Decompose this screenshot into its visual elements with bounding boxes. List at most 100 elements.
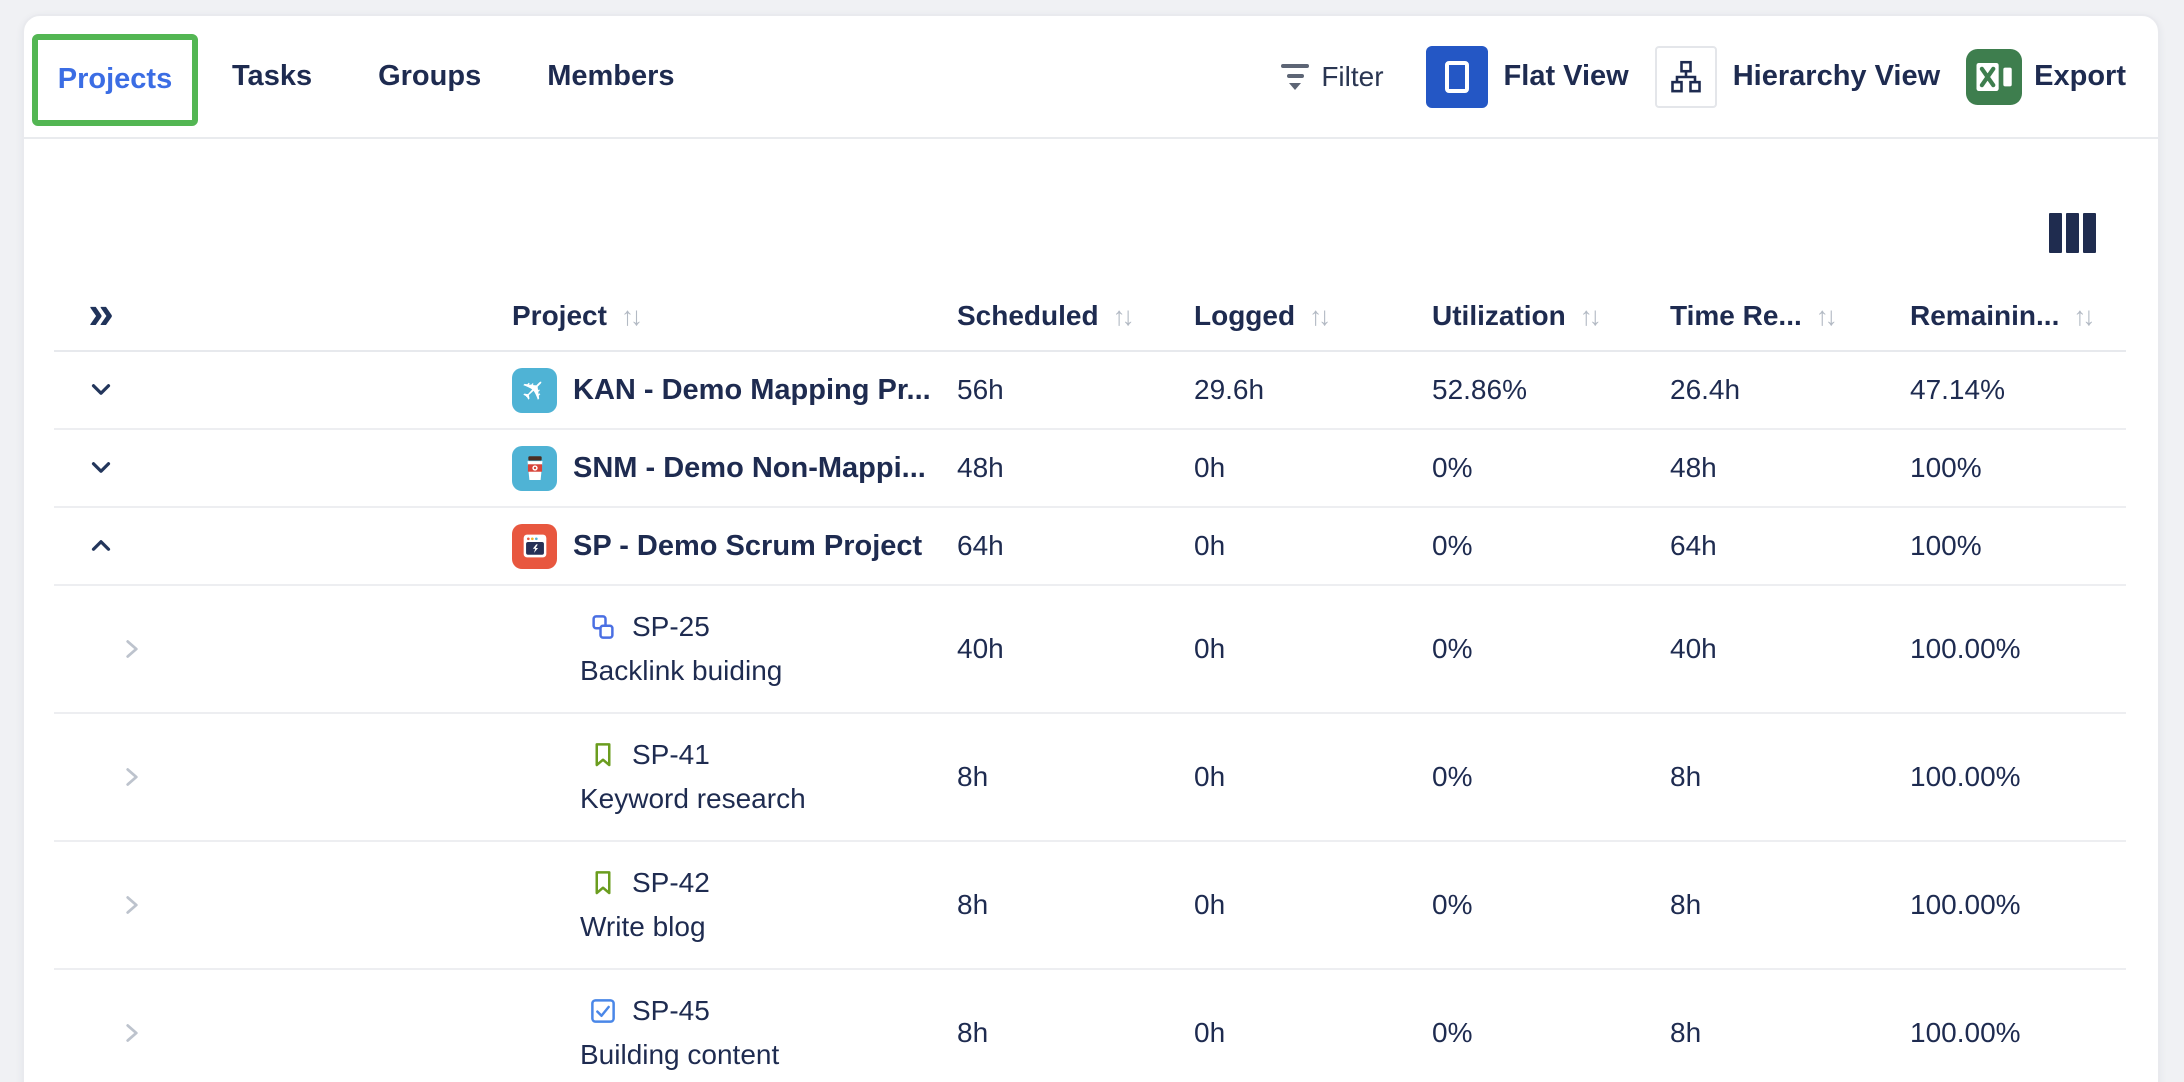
- logged-value: 0h: [1194, 761, 1226, 792]
- utilization-value: 0%: [1432, 761, 1473, 792]
- tab-projects[interactable]: Projects: [57, 63, 173, 95]
- column-header-remaining-pct[interactable]: Remainin... ↑↓: [1910, 300, 2126, 332]
- sort-icon[interactable]: ↑↓: [1815, 300, 1838, 331]
- tab-tasks[interactable]: Tasks: [232, 60, 313, 92]
- projects-table: » Project ↑↓ Scheduled ↑↓ Logged ↑↓ Util…: [54, 282, 2126, 1082]
- column-header-label: Scheduled: [957, 300, 1099, 331]
- task-key-link[interactable]: SP-41: [632, 739, 710, 770]
- task-name-cell: SP-42 Write blog: [140, 867, 957, 943]
- sort-icon[interactable]: ↑↓: [2073, 300, 2095, 331]
- sort-icon[interactable]: ↑↓: [1579, 300, 1602, 331]
- resource-planning-panel: Projects Tasks Groups Members Filter Fla…: [22, 14, 2160, 1082]
- flat-view-icon: [1425, 45, 1488, 108]
- column-header-utilization[interactable]: Utilization ↑↓: [1432, 300, 1670, 332]
- column-header-label: Utilization: [1432, 300, 1566, 331]
- scheduled-value: 8h: [957, 1017, 989, 1048]
- sort-icon[interactable]: ↑↓: [1112, 300, 1135, 331]
- filter-label: Filter: [1321, 60, 1384, 92]
- scheduled-value: 8h: [957, 889, 989, 920]
- project-name-cell: SP - Demo Scrum Project: [140, 523, 957, 569]
- expand-cell: [62, 531, 140, 561]
- time-remaining-value: 8h: [1670, 889, 1702, 920]
- utilization-value: 0%: [1432, 452, 1473, 483]
- project-name-link[interactable]: KAN - Demo Mapping Pr...: [573, 373, 931, 406]
- remaining-pct-value: 100%: [1910, 530, 1982, 561]
- utilization-value: 0%: [1432, 889, 1473, 920]
- time-remaining-value: 48h: [1670, 452, 1717, 483]
- utilization-value: 52.86%: [1432, 374, 1527, 405]
- task-title[interactable]: Backlink buiding: [580, 655, 783, 686]
- tab-groups[interactable]: Groups: [378, 60, 482, 92]
- collapse-all-icon[interactable]: »: [88, 286, 114, 338]
- sort-icon[interactable]: ↑↓: [620, 300, 643, 331]
- task-title[interactable]: Building content: [580, 1039, 780, 1070]
- hierarchy-view-button[interactable]: Hierarchy View: [1654, 45, 1941, 108]
- filter-button[interactable]: Filter: [1281, 60, 1384, 93]
- project-row-SP: SP - Demo Scrum Project 64h 0h 0% 64h 100%: [54, 508, 2126, 586]
- subtask-issue-type-icon: [588, 612, 618, 642]
- logged-value: 0h: [1194, 530, 1226, 561]
- expand-cell: [62, 375, 140, 405]
- chevron-right-icon[interactable]: [117, 890, 147, 920]
- logged-value: 29.6h: [1194, 374, 1265, 405]
- task-row-SP-42: SP-42 Write blog 8h 0h 0% 8h 100.00%: [54, 842, 2126, 970]
- column-header-label: Remainin...: [1910, 300, 2060, 331]
- columns-icon[interactable]: [2049, 213, 2096, 253]
- task-key-link[interactable]: SP-45: [632, 995, 710, 1026]
- chevron-down-icon[interactable]: [86, 453, 116, 483]
- export-excel-icon: [1966, 48, 2023, 105]
- task-row-SP-25: SP-25 Backlink buiding 40h 0h 0% 40h 100.00%: [54, 586, 2126, 714]
- flat-view-label: Flat View: [1503, 60, 1629, 92]
- task-name-cell: SP-45 Building content: [140, 995, 957, 1071]
- coffee-cup-project-avatar-icon: [512, 445, 557, 491]
- task-name-cell: SP-41 Keyword research: [140, 739, 957, 815]
- utilization-value: 0%: [1432, 633, 1473, 664]
- scheduled-value: 48h: [957, 452, 1004, 483]
- story-issue-type-icon: [588, 740, 618, 770]
- column-header-time-remaining[interactable]: Time Re... ↑↓: [1670, 300, 1910, 332]
- chevron-up-icon[interactable]: [86, 531, 116, 561]
- column-header-label: Project: [512, 300, 607, 331]
- chevron-right-icon[interactable]: [117, 634, 147, 664]
- task-row-SP-45: SP-45 Building content 8h 0h 0% 8h 100.00%: [54, 970, 2126, 1082]
- export-button[interactable]: Export: [1966, 48, 2126, 105]
- utilization-value: 0%: [1432, 1017, 1473, 1048]
- scheduled-value: 56h: [957, 374, 1004, 405]
- sort-icon[interactable]: ↑↓: [1309, 300, 1331, 331]
- remaining-pct-value: 100.00%: [1910, 761, 2021, 792]
- logged-value: 0h: [1194, 889, 1226, 920]
- column-header-project[interactable]: Project ↑↓: [140, 300, 957, 332]
- chevron-right-icon[interactable]: [117, 1018, 147, 1048]
- task-name-cell: SP-25 Backlink buiding: [140, 611, 957, 687]
- logged-value: 0h: [1194, 452, 1226, 483]
- task-title[interactable]: Write blog: [580, 911, 706, 942]
- column-header-scheduled[interactable]: Scheduled ↑↓: [957, 300, 1194, 332]
- project-name-link[interactable]: SNM - Demo Non-Mappi...: [573, 451, 926, 484]
- time-remaining-value: 64h: [1670, 530, 1717, 561]
- task-key-link[interactable]: SP-42: [632, 867, 710, 898]
- column-header-label: Time Re...: [1670, 300, 1802, 331]
- remaining-pct-value: 100.00%: [1910, 889, 2021, 920]
- time-remaining-value: 8h: [1670, 761, 1702, 792]
- project-name-link[interactable]: SP - Demo Scrum Project: [573, 529, 923, 562]
- project-name-cell: ✈ KAN - Demo Mapping Pr...: [140, 367, 957, 413]
- flat-view-button[interactable]: Flat View: [1425, 45, 1629, 108]
- time-remaining-value: 26.4h: [1670, 374, 1741, 405]
- task-title[interactable]: Keyword research: [580, 783, 806, 814]
- hierarchy-view-label: Hierarchy View: [1732, 60, 1941, 92]
- scheduled-value: 64h: [957, 530, 1004, 561]
- remaining-pct-value: 100%: [1910, 452, 1982, 483]
- remaining-pct-value: 100.00%: [1910, 633, 2021, 664]
- tab-members[interactable]: Members: [547, 60, 675, 92]
- utilization-value: 0%: [1432, 530, 1473, 561]
- active-tab-highlight-box: Projects: [32, 33, 198, 126]
- expand-cell: [62, 453, 140, 483]
- column-header-logged[interactable]: Logged ↑↓: [1194, 300, 1432, 332]
- toolbar: Filter Flat View Hierarchy View: [1281, 45, 2126, 108]
- chevron-right-icon[interactable]: [117, 762, 147, 792]
- time-remaining-value: 8h: [1670, 1017, 1702, 1048]
- chevron-down-icon[interactable]: [86, 375, 116, 405]
- hierarchy-view-icon: [1654, 45, 1717, 108]
- export-label: Export: [2034, 60, 2126, 92]
- task-key-link[interactable]: SP-25: [632, 611, 710, 642]
